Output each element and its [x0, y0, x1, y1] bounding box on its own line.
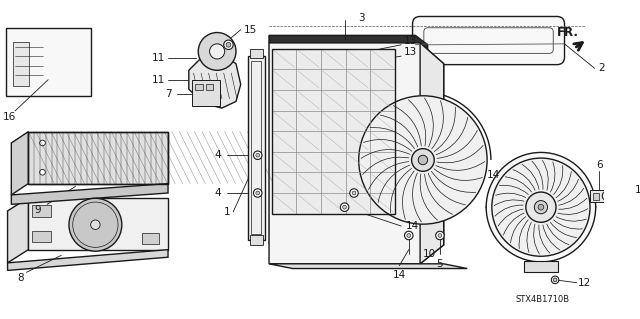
Circle shape — [538, 204, 544, 210]
Text: 13: 13 — [404, 36, 417, 46]
Text: 14: 14 — [393, 270, 406, 280]
Circle shape — [342, 205, 346, 209]
Circle shape — [602, 191, 612, 201]
Circle shape — [256, 153, 260, 157]
Text: FR.: FR. — [557, 26, 579, 39]
Circle shape — [526, 192, 556, 222]
Text: 14: 14 — [487, 170, 500, 180]
Bar — [593, 193, 600, 200]
Circle shape — [492, 158, 590, 256]
Text: 12: 12 — [578, 278, 591, 288]
Circle shape — [438, 234, 442, 237]
Bar — [250, 235, 264, 245]
Bar — [32, 231, 51, 242]
Circle shape — [359, 96, 487, 224]
Circle shape — [412, 149, 435, 171]
Bar — [250, 48, 264, 58]
Text: 3: 3 — [358, 13, 365, 23]
Circle shape — [91, 220, 100, 229]
Circle shape — [198, 33, 236, 70]
Circle shape — [407, 234, 411, 237]
Circle shape — [253, 189, 262, 197]
Circle shape — [340, 203, 349, 211]
Text: 2: 2 — [598, 63, 605, 73]
Text: 11: 11 — [152, 53, 165, 63]
Text: 17: 17 — [636, 185, 640, 195]
Polygon shape — [12, 132, 28, 195]
Text: 6: 6 — [596, 160, 603, 170]
Polygon shape — [8, 198, 28, 263]
Polygon shape — [189, 54, 241, 108]
Bar — [206, 85, 213, 90]
Circle shape — [40, 140, 45, 146]
Text: 1: 1 — [224, 207, 231, 217]
Polygon shape — [420, 43, 444, 264]
Circle shape — [253, 151, 262, 160]
Text: 4: 4 — [215, 150, 221, 160]
Text: 16: 16 — [3, 112, 16, 122]
Polygon shape — [28, 132, 168, 183]
Polygon shape — [12, 183, 168, 204]
Bar — [195, 85, 203, 90]
Text: 11: 11 — [152, 75, 165, 85]
Circle shape — [224, 40, 233, 49]
Circle shape — [534, 201, 548, 214]
Text: 13: 13 — [404, 47, 417, 57]
Text: 7: 7 — [164, 89, 172, 99]
Bar — [272, 48, 395, 214]
Circle shape — [209, 44, 225, 59]
Circle shape — [350, 189, 358, 197]
Text: 10: 10 — [423, 249, 436, 259]
Circle shape — [256, 191, 260, 195]
Polygon shape — [269, 43, 444, 264]
Bar — [272, 48, 395, 214]
Polygon shape — [8, 250, 168, 271]
Bar — [251, 61, 262, 234]
FancyBboxPatch shape — [413, 17, 564, 65]
Text: STX4B1710B: STX4B1710B — [516, 295, 570, 304]
Polygon shape — [269, 264, 467, 269]
Circle shape — [605, 194, 609, 198]
Text: 5: 5 — [436, 259, 444, 269]
Text: 15: 15 — [244, 25, 257, 35]
Polygon shape — [13, 42, 29, 86]
Circle shape — [404, 231, 413, 240]
Bar — [141, 233, 159, 244]
Circle shape — [226, 42, 231, 47]
Circle shape — [418, 155, 428, 165]
Polygon shape — [269, 35, 428, 52]
Circle shape — [352, 191, 356, 195]
Text: 8: 8 — [17, 273, 24, 283]
Circle shape — [40, 169, 45, 175]
Polygon shape — [28, 198, 168, 250]
Text: 14: 14 — [406, 221, 419, 231]
Circle shape — [551, 276, 559, 284]
Bar — [191, 80, 220, 106]
Bar — [32, 205, 51, 217]
Text: 4: 4 — [215, 188, 221, 198]
Bar — [6, 28, 91, 96]
Circle shape — [69, 198, 122, 251]
Bar — [590, 190, 609, 202]
Bar — [524, 261, 558, 272]
Circle shape — [436, 231, 444, 240]
Bar — [248, 56, 265, 240]
Circle shape — [486, 152, 596, 262]
Text: 9: 9 — [35, 205, 41, 215]
Circle shape — [553, 278, 557, 282]
